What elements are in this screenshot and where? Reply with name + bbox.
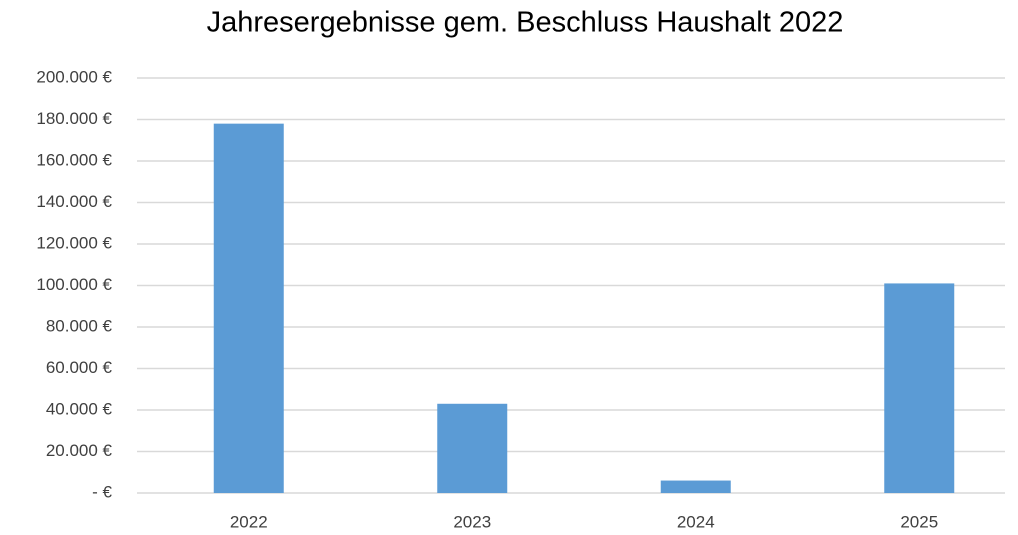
bar (213, 123, 284, 494)
y-tick-label: 160.000 € (36, 150, 112, 169)
y-tick-label: 140.000 € (36, 192, 112, 211)
bar (884, 283, 955, 493)
y-tick-label: 200.000 € (36, 67, 112, 86)
y-tick-label: 40.000 € (46, 399, 113, 418)
y-tick-label: 80.000 € (46, 316, 113, 335)
y-tick-label: 180.000 € (36, 109, 112, 128)
y-tick-label: 20.000 € (46, 441, 113, 460)
y-tick-label: 60.000 € (46, 358, 113, 377)
y-tick-label: 120.000 € (36, 233, 112, 252)
x-tick-label: 2022 (230, 512, 268, 531)
x-tick-label: 2024 (677, 512, 715, 531)
y-tick-label: - € (92, 482, 112, 501)
bar (660, 480, 731, 493)
y-tick-label: 100.000 € (36, 275, 112, 294)
chart-title: Jahresergebnisse gem. Beschluss Haushalt… (207, 7, 844, 39)
x-tick-label: 2023 (453, 512, 491, 531)
x-tick-label: 2025 (900, 512, 938, 531)
bar (437, 403, 508, 493)
